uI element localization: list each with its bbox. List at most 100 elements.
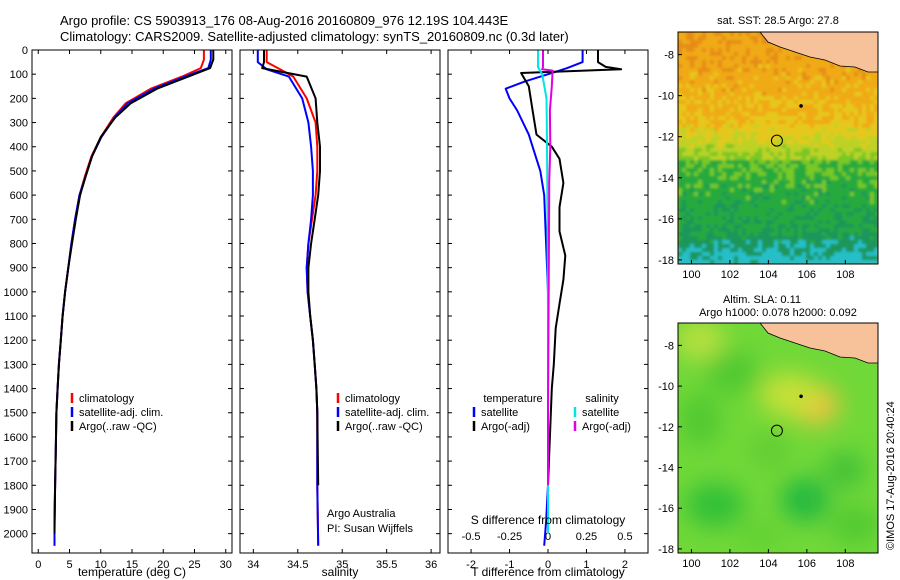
sst-cell [826, 60, 831, 65]
sst-cell [854, 200, 859, 205]
sst-cell [678, 88, 683, 93]
sst-cell [722, 152, 727, 157]
sst-cell [798, 176, 803, 181]
sst-cell [782, 116, 787, 121]
sst-cell [738, 148, 743, 153]
sst-cell [798, 240, 803, 245]
sst-cell [858, 160, 863, 165]
sst-cell [786, 220, 791, 225]
sst-cell [742, 236, 747, 241]
sst-cell [846, 200, 851, 205]
sst-cell [838, 148, 843, 153]
sst-cell [742, 140, 747, 145]
sst-cell [730, 200, 735, 205]
sst-cell [718, 196, 723, 201]
sst-cell [706, 112, 711, 117]
sst-cell [858, 228, 863, 233]
sst-cell [854, 156, 859, 161]
sst-cell [782, 96, 787, 101]
sst-cell [758, 248, 763, 253]
sst-cell [710, 132, 715, 137]
sst-cell [846, 116, 851, 121]
sst-cell [858, 148, 863, 153]
sst-cell [786, 172, 791, 177]
sst-cell [746, 48, 751, 53]
sst-cell [754, 72, 759, 77]
sst-cell [714, 232, 719, 237]
sst-cell [762, 48, 767, 53]
sst-cell [814, 104, 819, 109]
sst-cell [690, 232, 695, 237]
sst-cell [858, 104, 863, 109]
sla-map-title: Altim. SLA: 0.11 [723, 294, 801, 306]
sst-cell [718, 128, 723, 133]
sst-cell [782, 128, 787, 133]
sst-cell [806, 92, 811, 97]
sst-cell [730, 260, 735, 264]
sst-cell [686, 100, 691, 105]
sst-cell [766, 176, 771, 181]
salinity-xtick-label: 35.5 [376, 559, 397, 571]
sst-cell [718, 112, 723, 117]
sst-cell [870, 92, 875, 97]
sst-cell [814, 172, 819, 177]
sst-cell [842, 188, 847, 193]
sst-cell [762, 36, 767, 41]
sst-cell [734, 108, 739, 113]
sst-cell [850, 160, 855, 165]
sst-cell [762, 260, 767, 264]
difference-series-line [537, 50, 549, 534]
sst-cell [874, 124, 878, 129]
sst-cell [758, 180, 763, 185]
sst-cell [858, 156, 863, 161]
sst-cell [726, 236, 731, 241]
sst-cell [814, 144, 819, 149]
sst-cell [706, 44, 711, 49]
sst-cell [794, 128, 799, 133]
sst-cell [830, 112, 835, 117]
sst-cell [718, 204, 723, 209]
sst-cell [706, 172, 711, 177]
sst-cell [730, 40, 735, 45]
sst-cell [842, 172, 847, 177]
sst-cell [714, 196, 719, 201]
sst-cell [690, 104, 695, 109]
sst-cell [726, 180, 731, 185]
sst-cell [702, 160, 707, 165]
sst-cell [782, 104, 787, 109]
sst-cell [694, 208, 699, 213]
sst-cell [842, 252, 847, 257]
temperature-legend-label: satellite-adj. clim. [79, 407, 163, 419]
sst-cell [762, 208, 767, 213]
sst-cell [810, 64, 815, 69]
sst-cell [722, 180, 727, 185]
sst-cell [706, 156, 711, 161]
sst-cell [778, 260, 783, 264]
sst-cell [778, 168, 783, 173]
sst-cell [714, 144, 719, 149]
sst-cell [722, 256, 727, 261]
sst-cell [682, 120, 687, 125]
sst-cell [802, 152, 807, 157]
sst-cell [822, 256, 827, 261]
sst-cell [742, 172, 747, 177]
sst-cell [702, 128, 707, 133]
sst-cell [802, 188, 807, 193]
sst-cell [742, 216, 747, 221]
sst-cell [706, 180, 711, 185]
sst-cell [858, 208, 863, 213]
sst-cell [738, 184, 743, 189]
sst-cell [698, 136, 703, 141]
sst-cell [682, 260, 687, 264]
sst-cell [822, 68, 827, 73]
sst-cell [830, 240, 835, 245]
sst-cell [726, 72, 731, 77]
sst-cell [758, 140, 763, 145]
sst-cell [854, 212, 859, 217]
sst-cell [750, 160, 755, 165]
sst-cell [826, 248, 831, 253]
sst-cell [734, 72, 739, 77]
sst-cell [710, 100, 715, 105]
legend-title-salinity: salinity [585, 393, 619, 405]
sst-cell [694, 80, 699, 85]
